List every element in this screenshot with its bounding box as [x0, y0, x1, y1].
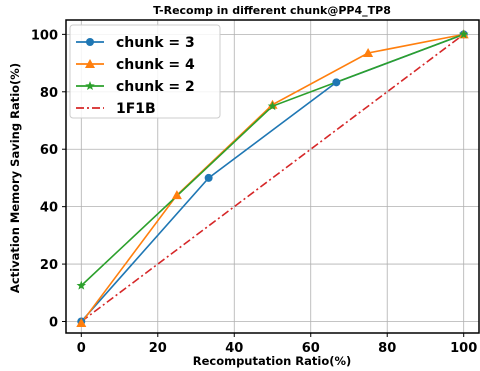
x-tick-label: 60 — [302, 341, 320, 356]
y-tick-label: 20 — [40, 258, 58, 273]
series-markers — [76, 29, 469, 327]
x-axis-ticks: 0 20 40 60 80 100 — [77, 333, 477, 356]
data-point — [204, 173, 213, 182]
x-tick-label: 0 — [77, 341, 86, 356]
y-tick-label: 40 — [40, 201, 58, 216]
y-axis-ticks: 0 20 40 60 80 100 — [31, 28, 66, 331]
x-tick-label: 100 — [450, 341, 477, 356]
chart-title: T-Recomp in different chunk@PP4_TP8 — [153, 4, 391, 17]
data-point — [363, 48, 374, 58]
data-point — [76, 280, 87, 290]
data-point — [76, 317, 87, 327]
legend-label: chunk = 2 — [116, 79, 195, 95]
legend-marker — [85, 81, 95, 91]
legend-label: 1F1B — [116, 101, 156, 117]
data-point — [458, 29, 469, 39]
y-axis-title: Activation Memory Saving Ratio(%) — [8, 63, 22, 293]
legend-marker — [86, 38, 94, 46]
x-tick-label: 40 — [225, 341, 243, 356]
y-tick-label: 0 — [49, 316, 58, 331]
legend-label: chunk = 4 — [116, 57, 195, 73]
x-tick-label: 20 — [149, 341, 167, 356]
data-point — [171, 190, 182, 200]
legend: chunk = 3 chunk = 4 chunk = 2 1F1B — [69, 24, 221, 119]
legend-marker — [85, 59, 95, 68]
plot-frame — [65, 19, 480, 334]
y-tick-label: 60 — [40, 143, 58, 158]
y-tick-label: 100 — [31, 28, 58, 43]
x-tick-label: 80 — [378, 341, 396, 356]
x-axis-title: Recomputation Ratio(%) — [193, 354, 352, 368]
data-point — [267, 101, 278, 111]
legend-box — [69, 24, 221, 119]
legend-label: chunk = 3 — [116, 35, 195, 51]
data-point — [332, 78, 341, 87]
y-tick-label: 80 — [40, 86, 58, 101]
